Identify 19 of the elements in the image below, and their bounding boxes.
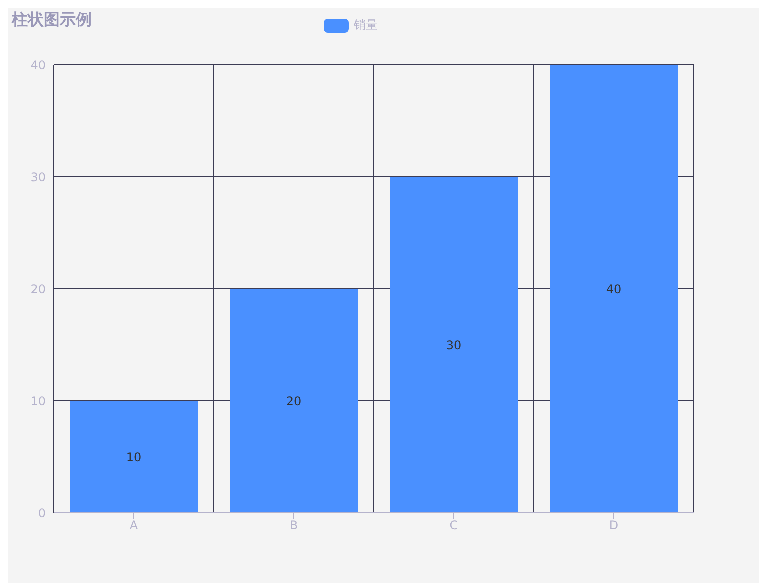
y-tick-label: 20 (30, 282, 46, 296)
data-label: 20 (286, 394, 302, 408)
y-tick-label: 10 (30, 394, 46, 408)
chart-title: 柱状图示例 (12, 10, 92, 31)
bar (70, 401, 198, 513)
y-tick-label: 40 (30, 58, 46, 72)
x-tick-label: A (130, 518, 139, 533)
data-label: 10 (126, 450, 142, 464)
x-tick-label: D (609, 518, 619, 533)
x-tick-label: B (290, 518, 298, 533)
bar (230, 289, 358, 513)
y-tick-label: 0 (38, 506, 46, 520)
data-label: 30 (446, 338, 462, 352)
legend-label: 销量 (353, 17, 378, 34)
data-label: 40 (606, 282, 622, 296)
y-tick-label: 30 (30, 170, 46, 184)
x-tick-label: C (450, 518, 458, 533)
bar (390, 177, 518, 513)
bar (550, 65, 678, 513)
